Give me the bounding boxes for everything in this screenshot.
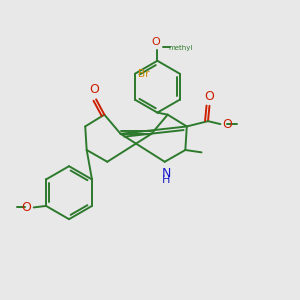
Text: O: O bbox=[222, 118, 232, 130]
Text: O: O bbox=[152, 37, 160, 47]
Text: H: H bbox=[162, 175, 170, 185]
Text: O: O bbox=[205, 90, 214, 103]
Text: N: N bbox=[161, 167, 171, 180]
Text: O: O bbox=[90, 83, 100, 96]
Text: O: O bbox=[22, 201, 32, 214]
Text: Br: Br bbox=[139, 69, 150, 79]
Text: methyl: methyl bbox=[169, 45, 193, 51]
